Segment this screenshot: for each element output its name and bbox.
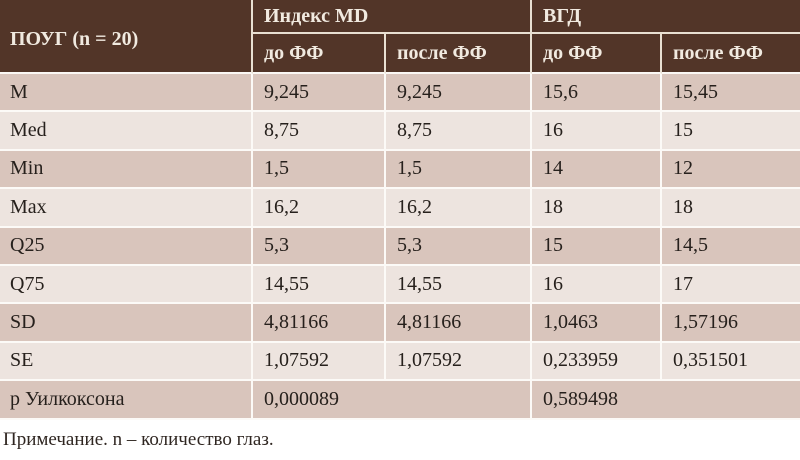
table-row-q25: Q25 5,3 5,3 15 14,5 (0, 227, 800, 266)
row-label: Min (0, 150, 253, 190)
row-label: Med (0, 112, 253, 151)
value-cell: 16,2 (253, 189, 386, 228)
table-row-min: Min 1,5 1,5 14 12 (0, 150, 800, 190)
table-corner-header: ПОУГ (n = 20) (0, 0, 253, 74)
table-note: Примечание. n – количество глаз. (3, 428, 274, 450)
value-cell: 5,3 (253, 227, 386, 266)
value-cell: 15 (532, 227, 663, 266)
value-cell: 12 (662, 150, 800, 190)
value-cell: 17 (662, 265, 800, 305)
column-group-md-index: Индекс MD (253, 0, 533, 34)
wilcoxon-p-vgd-value: 0,589498 (532, 381, 800, 420)
value-cell: 14,5 (662, 227, 800, 266)
row-label: M (0, 74, 253, 113)
value-cell: 1,0463 (532, 304, 663, 343)
row-label: SE (0, 342, 253, 382)
table-row-sd: SD 4,81166 4,81166 1,0463 1,57196 (0, 304, 800, 343)
table-row-m: M 9,245 9,245 15,6 15,45 (0, 74, 800, 113)
header-group-row: ПОУГ (n = 20) Индекс MD ВГД (0, 0, 800, 74)
value-cell: 0,351501 (662, 342, 800, 382)
value-cell: 1,5 (386, 150, 533, 190)
value-cell: 1,07592 (253, 342, 386, 382)
value-cell: 15 (662, 112, 800, 151)
value-cell: 15,6 (532, 74, 663, 113)
value-cell: 9,245 (253, 74, 386, 113)
row-label: p Уилкоксона (0, 381, 253, 420)
column-group-vgd: ВГД (532, 0, 800, 34)
value-cell: 1,5 (253, 150, 386, 190)
table-row-wilcoxon-p: p Уилкоксона 0,000089 0,589498 (0, 381, 800, 420)
table-row-max: Max 16,2 16,2 18 18 (0, 189, 800, 228)
value-cell: 5,3 (386, 227, 533, 266)
value-cell: 14,55 (253, 265, 386, 305)
row-label: Q25 (0, 227, 253, 266)
wilcoxon-p-md-value: 0,000089 (253, 381, 533, 420)
value-cell: 1,57196 (662, 304, 800, 343)
table-row-se: SE 1,07592 1,07592 0,233959 0,351501 (0, 342, 800, 382)
table-row-q75: Q75 14,55 14,55 16 17 (0, 265, 800, 305)
value-cell: 18 (662, 189, 800, 228)
value-cell: 1,07592 (386, 342, 533, 382)
value-cell: 9,245 (386, 74, 533, 113)
value-cell: 14,55 (386, 265, 533, 305)
value-cell: 8,75 (386, 112, 533, 151)
subheader-md-before: до ФФ (253, 34, 386, 74)
subheader-md-after: после ФФ (386, 34, 533, 74)
value-cell: 16 (532, 265, 663, 305)
header-sub-row: до ФФ после ФФ до ФФ после ФФ (0, 34, 800, 74)
value-cell: 15,45 (662, 74, 800, 113)
subheader-vgd-after: после ФФ (662, 34, 800, 74)
subheader-vgd-before: до ФФ (532, 34, 663, 74)
row-label: Max (0, 189, 253, 228)
value-cell: 16 (532, 112, 663, 151)
row-label: SD (0, 304, 253, 343)
value-cell: 8,75 (253, 112, 386, 151)
glaucoma-statistics-table: ПОУГ (n = 20) Индекс MD ВГД до ФФ после … (0, 0, 800, 420)
table-row-med: Med 8,75 8,75 16 15 (0, 112, 800, 151)
value-cell: 4,81166 (386, 304, 533, 343)
value-cell: 14 (532, 150, 663, 190)
value-cell: 0,233959 (532, 342, 663, 382)
value-cell: 16,2 (386, 189, 533, 228)
value-cell: 4,81166 (253, 304, 386, 343)
value-cell: 18 (532, 189, 663, 228)
row-label: Q75 (0, 265, 253, 305)
